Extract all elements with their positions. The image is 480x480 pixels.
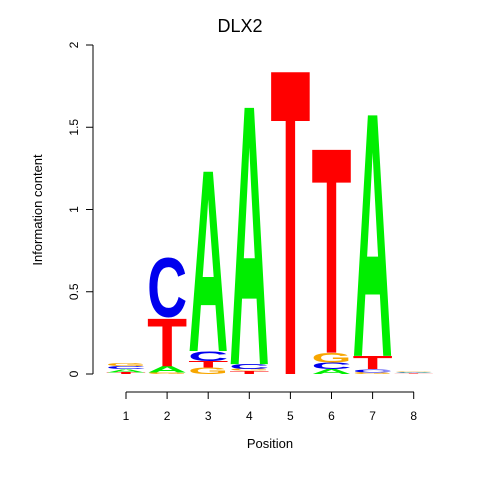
logo-letter-G: G	[229, 369, 269, 372]
logo-letter-A: A	[188, 116, 228, 406]
logo-letter-C: C	[312, 361, 352, 371]
logo-letter-G: G	[353, 372, 393, 375]
logo-letter-C: C	[353, 368, 393, 373]
logo-letter-A: A	[147, 364, 187, 374]
logo-letter-G: G	[188, 366, 228, 376]
logo-letter-G: G	[106, 362, 146, 367]
logo-letter-C: C	[147, 241, 187, 336]
logo-letter-A: A	[394, 372, 434, 373]
y-tick-label: 1.5	[67, 119, 81, 136]
logo-letter-C: C	[394, 371, 434, 372]
logo-letter-G: G	[147, 372, 187, 375]
logo-letter-T: T	[188, 359, 229, 369]
x-axis-title: Position	[247, 436, 293, 451]
x-tick-label: 8	[410, 409, 417, 423]
x-axis: 1 2 3 4 5 6 7 8	[123, 391, 417, 423]
y-tick-label: 0.5	[67, 283, 81, 300]
logo-letter-T: T	[270, 0, 310, 468]
x-tick-label: 2	[164, 409, 171, 423]
logo-letter-T: T	[147, 304, 187, 381]
logo-letter-T: T	[312, 88, 352, 417]
logo-letter-G: G	[394, 370, 434, 371]
logo-letter-T: T	[229, 370, 269, 375]
y-tick-label: 0	[67, 370, 81, 377]
logo-letter-T: T	[353, 353, 393, 374]
logo-letter-T: T	[106, 372, 146, 375]
logo-letter-G: G	[312, 350, 352, 365]
y-tick-label: 2	[67, 41, 81, 48]
x-tick-label: 7	[369, 409, 376, 423]
logo-letter-T: T	[394, 373, 434, 374]
logo-letter-C: C	[106, 365, 146, 370]
logo-letter-A: A	[106, 368, 146, 373]
x-tick-label: 1	[123, 409, 130, 423]
y-tick-label: 1	[67, 206, 81, 213]
logo-letter-A: A	[312, 368, 352, 376]
logo-letter-A: A	[353, 40, 393, 431]
logo-letter-C: C	[188, 348, 228, 364]
chart-title: DLX2	[217, 16, 262, 36]
y-axis: 0 0.5 1 1.5 2	[67, 41, 94, 377]
logo-column-5: T	[270, 0, 310, 468]
x-tick-label: 3	[205, 409, 212, 423]
x-tick-label: 6	[328, 409, 335, 423]
logo-letter-A: A	[229, 28, 269, 443]
x-tick-label: 4	[246, 409, 253, 423]
logo-letter-C: C	[229, 363, 269, 371]
x-tick-label: 5	[287, 409, 294, 423]
y-axis-title: Information content	[30, 154, 45, 266]
